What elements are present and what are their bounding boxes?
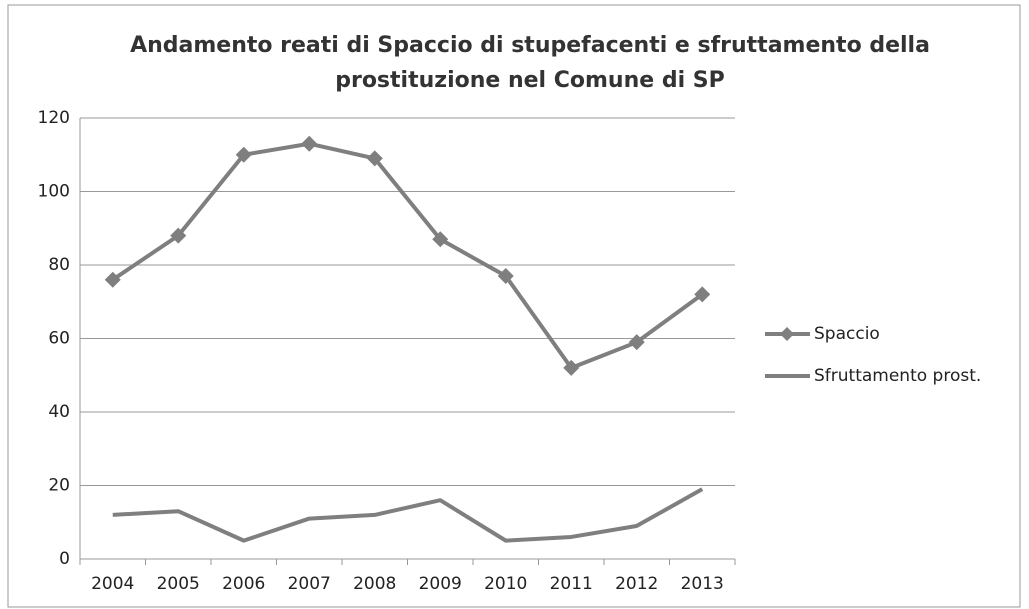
chart-title: Andamento reati di Spaccio di stupefacen…	[130, 33, 930, 93]
legend-label: Spaccio	[814, 324, 880, 344]
point-marker	[563, 359, 580, 376]
point-marker	[366, 150, 383, 167]
x-tick-label: 2008	[353, 574, 396, 594]
x-tick-label: 2006	[222, 574, 265, 594]
x-tick-label: 2009	[419, 574, 462, 594]
point-marker	[301, 135, 318, 152]
x-tick-label: 2010	[484, 574, 527, 594]
line-series	[111, 141, 704, 370]
point-marker	[497, 268, 514, 285]
y-tick-label: 0	[59, 549, 70, 569]
point-marker	[628, 334, 645, 351]
x-tick-label: 2013	[681, 574, 724, 594]
y-tick-label: 120	[38, 108, 70, 128]
x-tick-label: 2012	[615, 574, 658, 594]
y-tick-label: 20	[48, 476, 70, 496]
point-marker	[694, 286, 711, 303]
y-tick-label: 80	[48, 255, 70, 275]
x-tick-label: 2011	[550, 574, 593, 594]
x-tick-label: 2007	[288, 574, 331, 594]
legend-marker	[780, 327, 794, 341]
legend-label: Sfruttamento prost.	[814, 366, 981, 386]
y-tick-label: 100	[38, 182, 70, 202]
y-tick-label: 60	[48, 329, 70, 349]
x-tick-label: 2005	[157, 574, 200, 594]
point-marker	[170, 227, 187, 244]
line-series	[112, 487, 704, 543]
point-marker	[235, 146, 252, 163]
point-marker	[104, 271, 121, 288]
x-tick-label: 2004	[91, 574, 134, 594]
point-marker	[432, 231, 449, 248]
chart-border	[7, 4, 1021, 608]
y-tick-label: 40	[48, 402, 70, 422]
